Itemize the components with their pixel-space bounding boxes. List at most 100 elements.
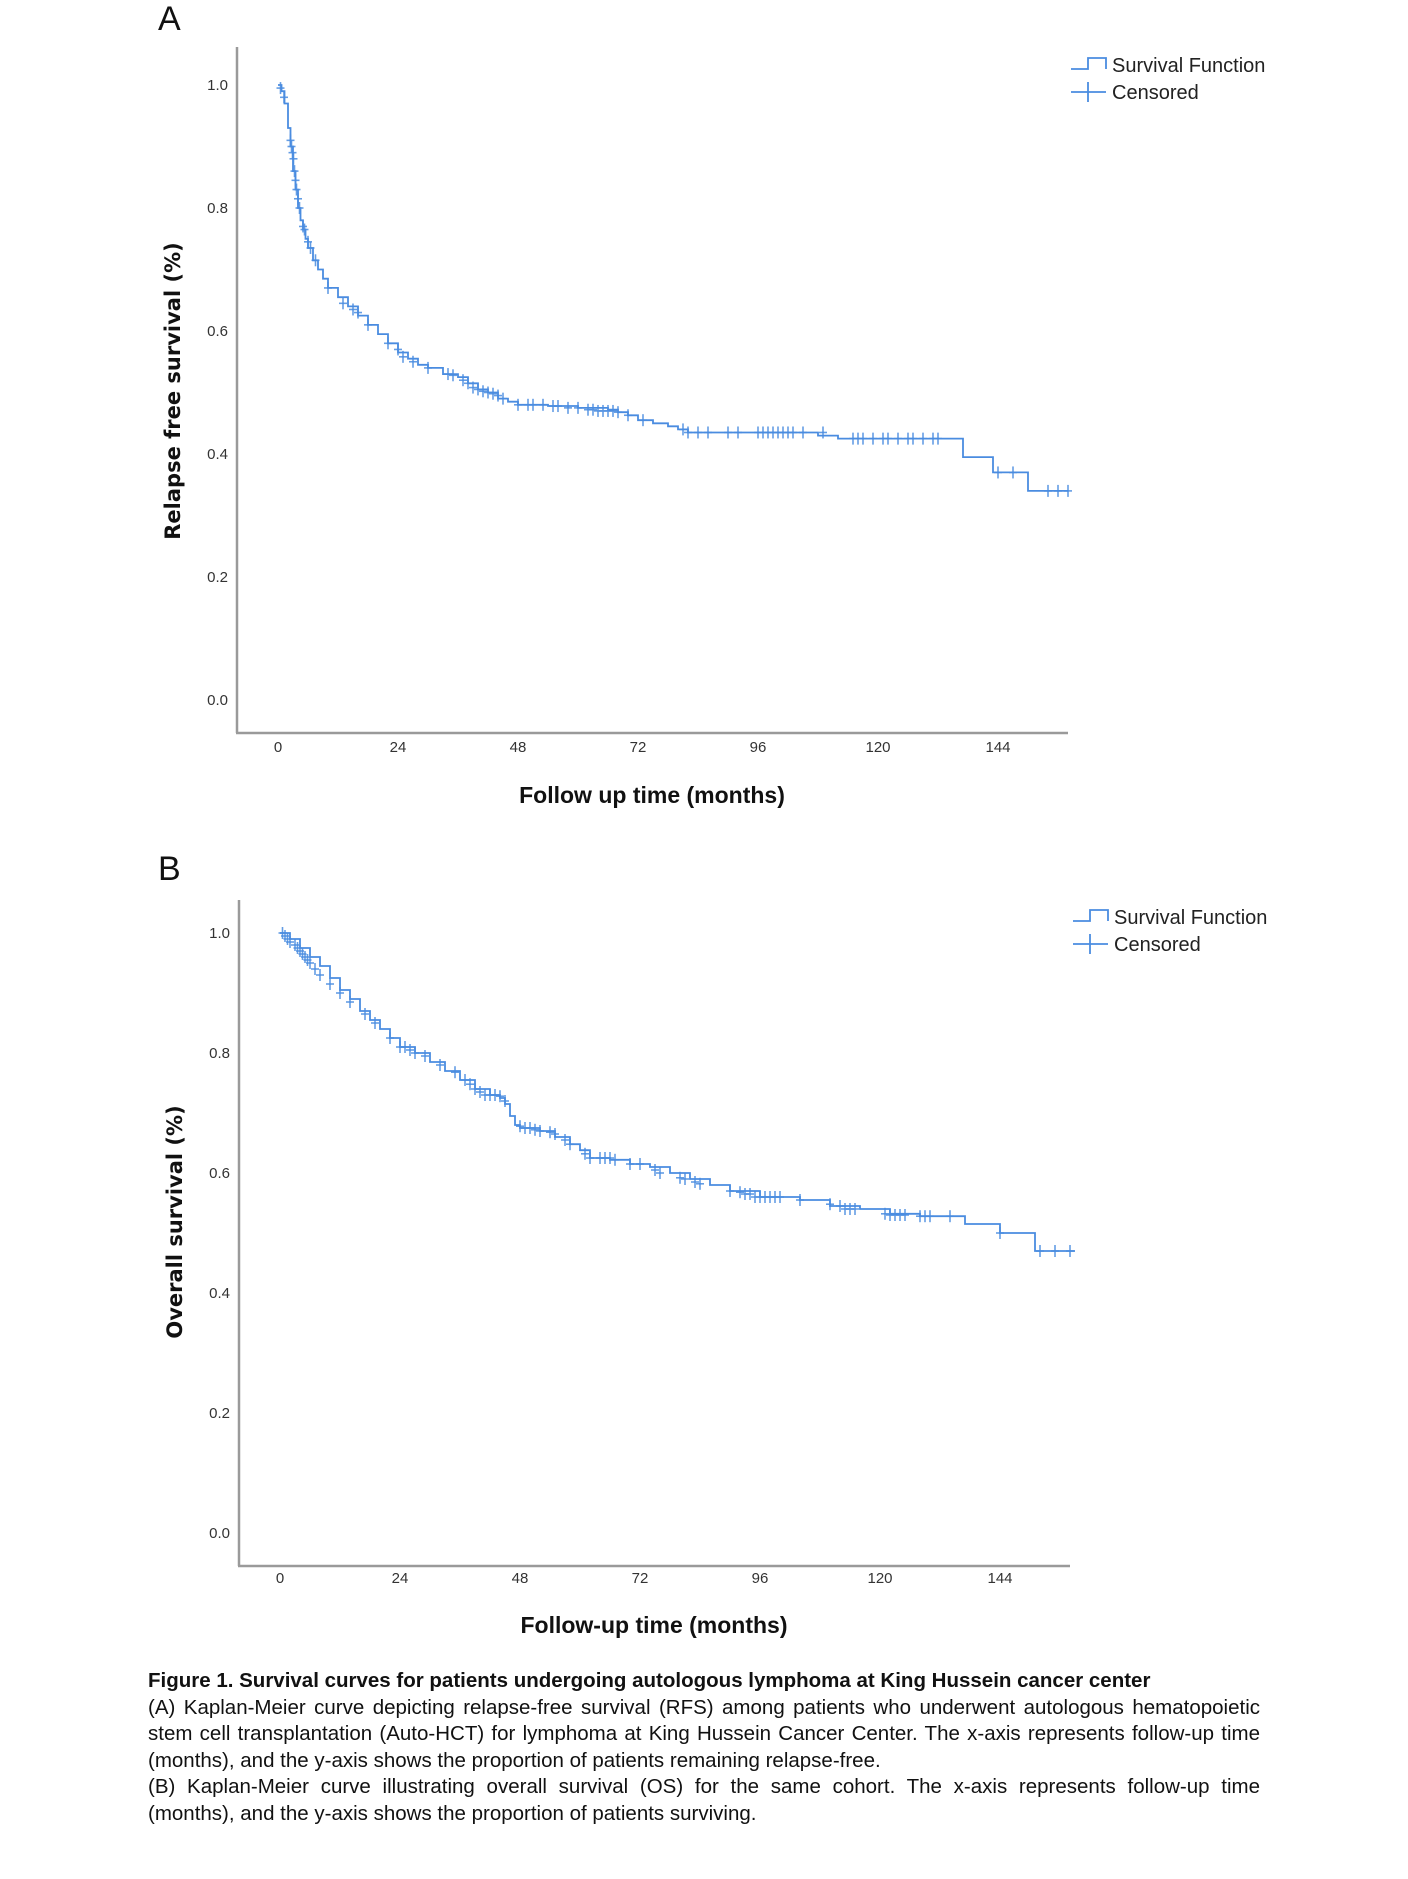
censored-mark [386,1032,394,1044]
censored-mark [1036,1245,1044,1257]
censored-mark [651,1164,659,1176]
censored-mark [514,398,522,411]
censored-mark [626,1158,634,1170]
censored-mark [484,386,492,399]
censored-mark [476,1086,484,1098]
y-tick-label: 0.0 [207,692,228,709]
censored-mark [611,1153,619,1166]
censored-mark [479,385,487,398]
censored-mark [394,343,402,356]
censored-mark [306,241,315,254]
censored-mark [346,996,354,1008]
censored-mark [326,978,334,990]
censored-mark [851,1203,859,1215]
censored-mark [399,350,407,363]
censored-mark [336,987,344,999]
censored-mark [734,426,742,439]
censored-mark [996,1227,1004,1239]
censored-mark [679,423,687,436]
censored-mark [444,368,452,381]
censored-mark [409,355,417,368]
censored-mark [581,1147,589,1160]
y-tick-label: 1.0 [209,925,230,942]
censored-mark [489,387,497,400]
x-tick-label: 24 [390,739,407,756]
y-tick-labels: 0.0 0.2 0.4 0.6 0.8 1.0 [209,925,230,1542]
y-axis-title: Overall survival (%) [163,1105,187,1338]
censored-mark [276,82,285,95]
censored-mark [676,1171,684,1184]
censored-mark [406,1044,414,1056]
censored-mark [436,1059,444,1071]
censored-mark [636,1158,644,1170]
censored-mark [424,361,432,374]
censored-mark [361,1008,369,1020]
censored-mark [681,1173,689,1185]
censored-mark [901,1209,909,1221]
censored-mark [529,398,537,411]
censored-mark [554,400,562,413]
legend-censored-label: Censored [1112,82,1199,104]
censored-mark [934,432,942,445]
x-tick-label: 0 [274,739,282,756]
censored-mark [746,1188,754,1200]
survival-function-legend-icon [1073,909,1109,922]
censored-mark [539,398,547,411]
censored-mark [726,1185,734,1197]
figure-caption: Figure 1. Survival curves for patients u… [148,1668,1260,1827]
censored-mark [339,297,347,310]
censored-mark [684,426,692,439]
y-tick-label: 0.6 [207,323,228,340]
censored-mark [371,1017,379,1029]
x-tick-label: 48 [510,739,527,756]
y-tick-label: 0.2 [207,569,228,586]
censored-mark [776,1191,784,1203]
censored-mark [288,146,297,159]
censored-mark [294,192,302,205]
censored-mark [799,426,807,439]
censored-mark [491,1089,499,1101]
censored-mark [624,409,632,422]
censored-mark [459,374,467,387]
censored-mark [919,432,927,445]
x-tick-label: 0 [276,1570,284,1587]
censored-mark [869,432,877,445]
censored-mark [316,969,324,981]
censored-mark [826,1198,834,1211]
x-tick-labels: 0 24 48 72 96 120 144 [274,739,1011,756]
censored-mark [466,1078,474,1091]
legend: Survival Function Censored [1073,907,1267,956]
censored-mark [291,174,300,187]
censored-mark [354,306,362,319]
censored-mark [300,223,309,236]
censored-mark [1054,484,1062,497]
censored-mark [546,1126,554,1139]
censored-mark [859,432,867,445]
censored-mark [324,281,332,294]
censored-mark [836,1200,844,1212]
x-tick-labels: 0 24 48 72 96 120 144 [276,1570,1013,1587]
censored-mark [311,963,319,975]
censored-mark [411,1047,419,1059]
censored-mark [639,414,647,427]
censored-mark [421,1050,429,1062]
caption-title: Figure 1. Survival curves for patients u… [148,1669,1151,1692]
censored-mark [736,1186,744,1199]
x-tick-label: 72 [630,739,647,756]
censored-mark [614,406,622,419]
censored-mark [295,202,304,214]
censored-mark [789,426,797,439]
censored-mark [290,165,299,178]
censored-mark [796,1194,804,1206]
censored-marks [278,927,1074,1257]
caption-panel-a: (A) Kaplan-Meier curve depicting relapse… [148,1695,1260,1772]
censored-mark [946,1210,954,1223]
censored-mark [531,1123,539,1136]
censored-mark [606,1152,614,1164]
censored-mark [401,1041,409,1053]
censored-mark [1044,484,1052,497]
y-tick-label: 0.8 [207,200,228,217]
x-tick-label: 72 [632,1570,649,1587]
censored-mark [469,381,477,394]
censored-mark [724,426,732,439]
